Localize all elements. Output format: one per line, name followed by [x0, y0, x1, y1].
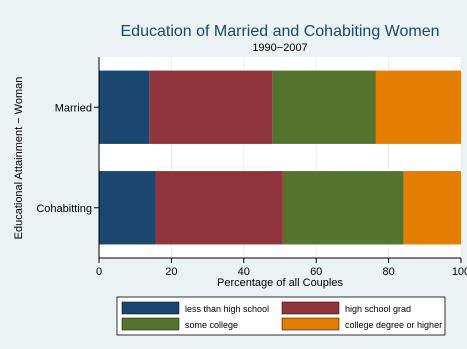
- x-tick-label: 80: [382, 266, 394, 278]
- x-ticks: 0 20 40 60 80 100: [96, 258, 467, 278]
- y-axis-label: Educational Attainment − Woman: [13, 77, 25, 240]
- chart-subtitle: 1990−2007: [252, 42, 307, 54]
- x-axis-label: Percentage of all Couples: [217, 277, 343, 289]
- bar-segment: [375, 70, 461, 144]
- legend-label: less than high school: [185, 304, 269, 314]
- legend-label: some college: [185, 320, 238, 330]
- x-tick-label: 100: [452, 266, 467, 278]
- bar-segment: [403, 171, 461, 245]
- legend-items: less than high school high school grad som…: [121, 301, 442, 331]
- legend-label: college degree or higher: [345, 320, 442, 330]
- x-tick-label: 40: [238, 266, 250, 278]
- legend-swatch: [281, 317, 340, 331]
- x-tick-label: 0: [96, 266, 102, 278]
- category-label: Married: [55, 102, 92, 114]
- bar-segment: [149, 70, 273, 144]
- y-ticks: Married Cohabitting: [36, 102, 99, 215]
- legend-swatch: [281, 301, 340, 315]
- bar-segment: [282, 171, 404, 245]
- category-label: Cohabitting: [36, 203, 92, 215]
- legend-swatch: [121, 301, 180, 315]
- bar-segment: [99, 171, 156, 245]
- bars: [99, 70, 461, 245]
- bar-segment: [99, 70, 150, 144]
- x-tick-label: 60: [310, 266, 322, 278]
- legend-swatch: [121, 317, 180, 331]
- bar-segment: [272, 70, 376, 144]
- x-tick-label: 20: [165, 266, 177, 278]
- chart-title: Education of Married and Cohabiting Wome…: [121, 23, 440, 40]
- legend: less than high school high school grad som…: [116, 296, 446, 336]
- bar-segment: [155, 171, 283, 245]
- legend-label: high school grad: [345, 304, 411, 314]
